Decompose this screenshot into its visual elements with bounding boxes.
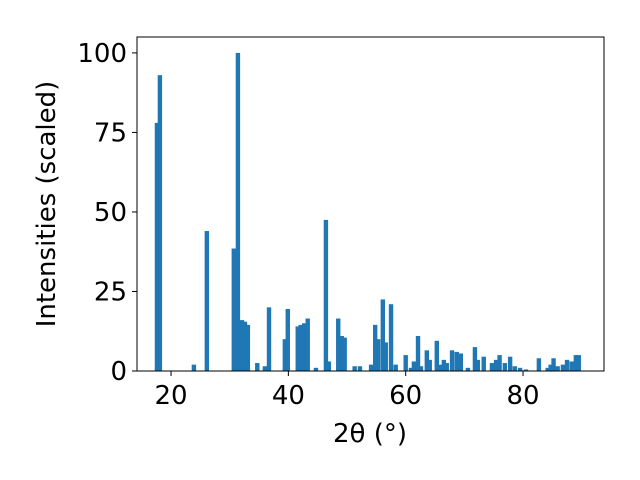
bar [545,367,550,371]
y-tick-label: 0 [110,357,127,387]
y-tick-label: 75 [94,118,127,148]
bar [231,248,237,371]
bar [449,350,455,371]
bar [424,350,430,371]
bar [472,347,478,371]
bar [411,361,417,371]
bar [235,52,241,372]
bar [458,353,464,371]
bar [403,355,408,371]
bar [427,359,432,371]
bar [555,366,560,371]
bar [415,336,421,371]
bar [434,340,439,371]
x-tick-label: 40 [272,381,305,411]
y-tick-label: 100 [77,39,127,69]
bar [388,304,394,371]
bar [573,355,579,371]
bar [489,363,495,371]
x-tick-label: 80 [506,381,539,411]
bar [154,122,160,371]
bar [380,299,386,371]
bar [285,308,290,371]
axes-frame [136,36,605,372]
bar [242,321,248,371]
y-axis-label: Intensities (scaled) [32,81,62,328]
bar [323,219,329,371]
bar [393,364,398,371]
x-axis-label: 2θ (°) [333,419,407,449]
bar [523,369,529,371]
bar [375,339,381,371]
bar [302,323,307,371]
bar [408,367,414,371]
bar [536,358,542,371]
bar [368,364,374,371]
bar [551,358,556,371]
bar [383,342,388,371]
bar [517,367,523,371]
bar [444,363,449,371]
bar [502,363,508,371]
bar [372,324,378,371]
bar [298,324,303,371]
bar [548,364,553,371]
bar [507,356,513,371]
bar [342,337,347,371]
bar [437,364,442,371]
bar [336,318,341,371]
bar [255,363,260,371]
bar [313,367,319,371]
bar [418,366,424,371]
bar [564,359,570,371]
bar [576,355,581,371]
bar [481,356,486,371]
bar [441,359,447,371]
bar [239,320,245,371]
bar [266,307,272,371]
x-tick-label: 20 [154,381,187,411]
bar [352,366,357,371]
bar [560,364,566,371]
bar [305,318,310,371]
bar [497,355,502,371]
x-tick-label: 60 [389,381,422,411]
bar [512,366,518,371]
bar [191,364,197,371]
bar [357,366,363,371]
bar [282,339,288,371]
bar [493,359,499,371]
bar [245,324,251,371]
bar [204,231,210,371]
bar [465,367,471,371]
bar [475,359,481,371]
bar [569,361,574,371]
bar [157,75,163,372]
bar [262,366,268,371]
bar [295,326,300,371]
y-tick-label: 25 [94,277,127,307]
plot-area [137,37,604,371]
y-tick-label: 50 [94,198,127,228]
bar [339,336,344,371]
bar [326,361,332,371]
bar [454,351,459,371]
